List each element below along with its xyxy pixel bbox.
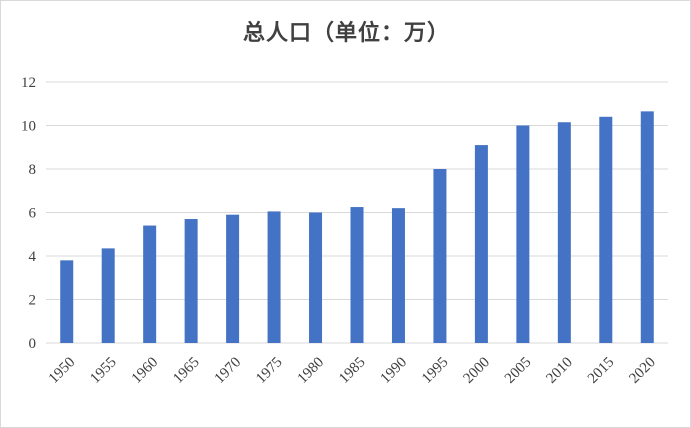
bar-1985 (350, 207, 364, 343)
y-tick-label: 8 (29, 162, 37, 178)
y-tick-label: 10 (21, 119, 36, 135)
bar-2005 (516, 125, 530, 343)
x-tick-label: 1990 (378, 354, 411, 387)
x-tick-label: 1960 (129, 354, 162, 387)
x-tick-label: 1980 (295, 354, 328, 387)
x-tick-label: 1965 (170, 354, 203, 387)
y-tick-label: 6 (29, 206, 37, 222)
bar-1960 (143, 225, 157, 343)
x-tick-label: 2015 (585, 354, 618, 387)
x-tick-label: 2010 (543, 354, 576, 387)
bar-1955 (101, 248, 115, 343)
bar-1950 (60, 260, 74, 343)
x-tick-label: 1970 (212, 354, 245, 387)
bar-2000 (474, 145, 488, 343)
chart-title: 总人口（单位：万） (242, 20, 450, 46)
x-tick-label: 1995 (419, 354, 452, 387)
bar-1995 (433, 169, 447, 343)
x-tick-label: 1955 (87, 354, 120, 387)
x-tick-label: 1950 (46, 354, 79, 387)
bars (60, 111, 654, 343)
bar-2020 (640, 111, 654, 343)
x-tick-labels: 1950 1955 1960 1965 1970 1975 1980 1985 1990 1995… (46, 354, 659, 387)
bar-2015 (599, 116, 613, 343)
bar-1980 (309, 212, 323, 343)
y-tick-label: 0 (29, 336, 37, 352)
x-tick-label: 1975 (253, 354, 286, 387)
y-tick-label: 12 (21, 75, 36, 91)
bar-1970 (226, 214, 240, 343)
bar-1990 (391, 208, 405, 343)
y-tick-label: 4 (29, 249, 37, 265)
x-tick-label: 2005 (502, 354, 535, 387)
y-tick-labels: 0 2 4 6 8 10 12 (21, 75, 37, 352)
x-tick-label: 1985 (336, 354, 369, 387)
bar-1965 (184, 219, 198, 343)
y-tick-label: 2 (29, 293, 37, 309)
x-tick-label: 2020 (626, 354, 659, 387)
bar-1975 (267, 211, 281, 343)
x-tick-label: 2000 (460, 354, 493, 387)
bar-2010 (557, 122, 571, 343)
